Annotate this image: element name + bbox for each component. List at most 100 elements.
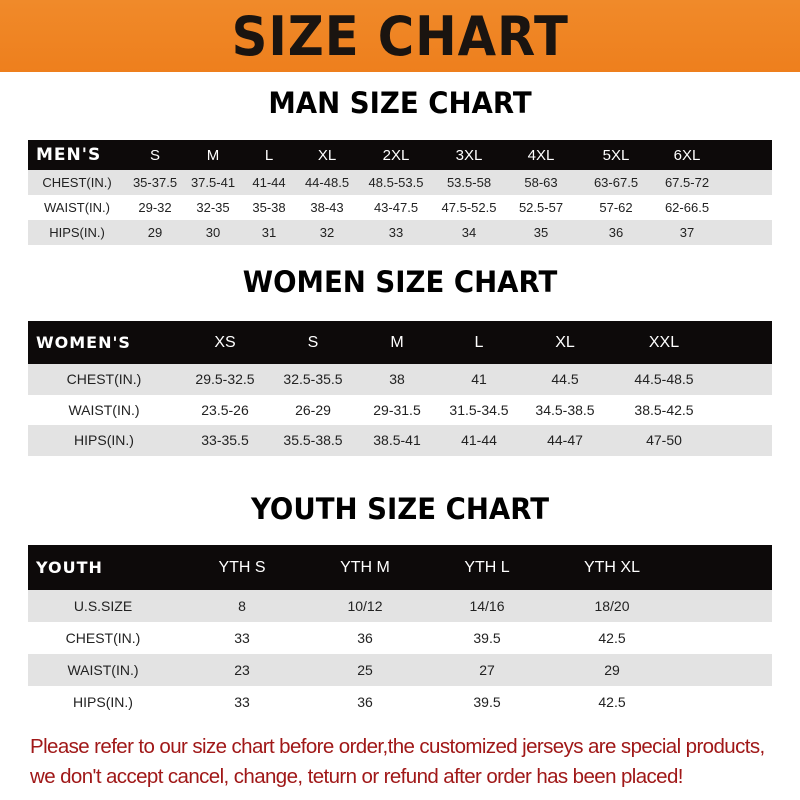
table-cell: 10/12	[306, 590, 424, 622]
table-cell: 36	[306, 686, 424, 718]
table-filler	[718, 394, 772, 425]
table-cell: 25	[306, 654, 424, 686]
table-filler	[674, 686, 772, 718]
banner-title: SIZE CHART	[231, 4, 569, 68]
table-header-row: MEN'S S M L XL 2XL 3XL 4XL 5XL 6XL	[28, 140, 772, 170]
table-header-row: YOUTH YTH S YTH M YTH L YTH XL	[28, 545, 772, 590]
youth-size-chart-title: YOUTH SIZE CHART	[250, 492, 550, 526]
table-cell: 8	[178, 590, 306, 622]
table-cell: 47-50	[610, 425, 718, 456]
table-cell: 38.5-42.5	[610, 394, 718, 425]
table-cell: YTH S	[178, 545, 306, 590]
men-size-chart-title: MAN SIZE CHART	[268, 86, 532, 120]
table-cell: 41-44	[438, 425, 520, 456]
table-cell: 3XL	[434, 140, 504, 170]
table-cell: 30	[184, 220, 242, 245]
table-row: HIPS(IN.) 33 36 39.5 42.5	[28, 686, 772, 718]
table-cell: 44-48.5	[296, 170, 358, 195]
order-notice: Please refer to our size chart before or…	[30, 732, 790, 792]
table-cell: 63-67.5	[578, 170, 654, 195]
table-cell: 31.5-34.5	[438, 394, 520, 425]
table-row: HIPS(IN.) 33-35.5 35.5-38.5 38.5-41 41-44 44-…	[28, 425, 772, 456]
table-cell: 42.5	[550, 686, 674, 718]
table-cell: 39.5	[424, 622, 550, 654]
table-cell: 27	[424, 654, 550, 686]
table-cell: S	[126, 140, 184, 170]
table-cell: 4XL	[504, 140, 578, 170]
table-cell: L	[242, 140, 296, 170]
row-label: CHEST(IN.)	[28, 170, 126, 195]
table-cell: 38.5-41	[356, 425, 438, 456]
youth-size-table: YOUTH YTH S YTH M YTH L YTH XL U.S.SIZE 8 10/12…	[28, 545, 772, 718]
table-cell: 39.5	[424, 686, 550, 718]
notice-line: Please refer to our size chart before or…	[30, 735, 765, 758]
table-row: WAIST(IN.) 23.5-26 26-29 29-31.5 31.5-34.5 34…	[28, 394, 772, 425]
table-cell: M	[356, 321, 438, 364]
table-cell: 29	[126, 220, 184, 245]
table-cell: 37.5-41	[184, 170, 242, 195]
table-filler	[720, 140, 772, 170]
table-cell: 5XL	[578, 140, 654, 170]
table-cell: 36	[306, 622, 424, 654]
table-row: CHEST(IN.) 35-37.5 37.5-41 41-44 44-48.5 48.5…	[28, 170, 772, 195]
table-cell: XL	[296, 140, 358, 170]
table-row: WAIST(IN.) 29-32 32-35 35-38 38-43 43-47.5 47.…	[28, 195, 772, 220]
table-cell: 35	[504, 220, 578, 245]
table-cell: 57-62	[578, 195, 654, 220]
table-cell: 38-43	[296, 195, 358, 220]
notice-line: we don't accept cancel, change, teturn o…	[30, 765, 683, 788]
table-cell: 52.5-57	[504, 195, 578, 220]
table-cell: 32.5-35.5	[270, 364, 356, 395]
table-cell: YTH XL	[550, 545, 674, 590]
table-cell: 31	[242, 220, 296, 245]
table-cell: 37	[654, 220, 720, 245]
table-cell: 67.5-72	[654, 170, 720, 195]
table-filler	[720, 170, 772, 195]
table-cell: 23	[178, 654, 306, 686]
table-cell: 29	[550, 654, 674, 686]
table-cell: 36	[578, 220, 654, 245]
table-cell: XXL	[610, 321, 718, 364]
table-filler	[718, 425, 772, 456]
table-filler	[674, 590, 772, 622]
table-cell: YTH L	[424, 545, 550, 590]
table-cell: 35.5-38.5	[270, 425, 356, 456]
table-cell: 48.5-53.5	[358, 170, 434, 195]
table-cell: 14/16	[424, 590, 550, 622]
women-size-chart-title: WOMEN SIZE CHART	[242, 265, 558, 299]
table-row: CHEST(IN.) 29.5-32.5 32.5-35.5 38 41 44.5 44.5…	[28, 364, 772, 395]
table-cell: 35-37.5	[126, 170, 184, 195]
table-row: CHEST(IN.) 33 36 39.5 42.5	[28, 622, 772, 654]
table-filler	[718, 364, 772, 395]
table-filler	[674, 545, 772, 590]
table-filler	[720, 220, 772, 245]
table-row: HIPS(IN.) 29 30 31 32 33 34 35 36 37	[28, 220, 772, 245]
table-cell: 58-63	[504, 170, 578, 195]
table-cell: 44.5	[520, 364, 610, 395]
table-cell: 35-38	[242, 195, 296, 220]
table-cell: XS	[180, 321, 270, 364]
table-cell: 23.5-26	[180, 394, 270, 425]
table-cell: S	[270, 321, 356, 364]
table-row: WAIST(IN.) 23 25 27 29	[28, 654, 772, 686]
table-cell: 38	[356, 364, 438, 395]
table-cell: 33-35.5	[180, 425, 270, 456]
table-cell: M	[184, 140, 242, 170]
table-cell: XL	[520, 321, 610, 364]
table-cell: 29.5-32.5	[180, 364, 270, 395]
table-cell: 18/20	[550, 590, 674, 622]
row-label: U.S.SIZE	[28, 590, 178, 622]
table-filler	[674, 622, 772, 654]
table-cell: 47.5-52.5	[434, 195, 504, 220]
table-filler	[720, 195, 772, 220]
table-cell: 44.5-48.5	[610, 364, 718, 395]
banner: SIZE CHART	[0, 0, 800, 72]
row-label: CHEST(IN.)	[28, 364, 180, 395]
table-row: U.S.SIZE 8 10/12 14/16 18/20	[28, 590, 772, 622]
row-label: MEN'S	[28, 140, 126, 170]
table-cell: 53.5-58	[434, 170, 504, 195]
table-cell: 32-35	[184, 195, 242, 220]
men-size-table: MEN'S S M L XL 2XL 3XL 4XL 5XL 6XL CHEST(IN.) 35-37…	[28, 140, 772, 245]
table-cell: 33	[358, 220, 434, 245]
table-cell: 33	[178, 622, 306, 654]
